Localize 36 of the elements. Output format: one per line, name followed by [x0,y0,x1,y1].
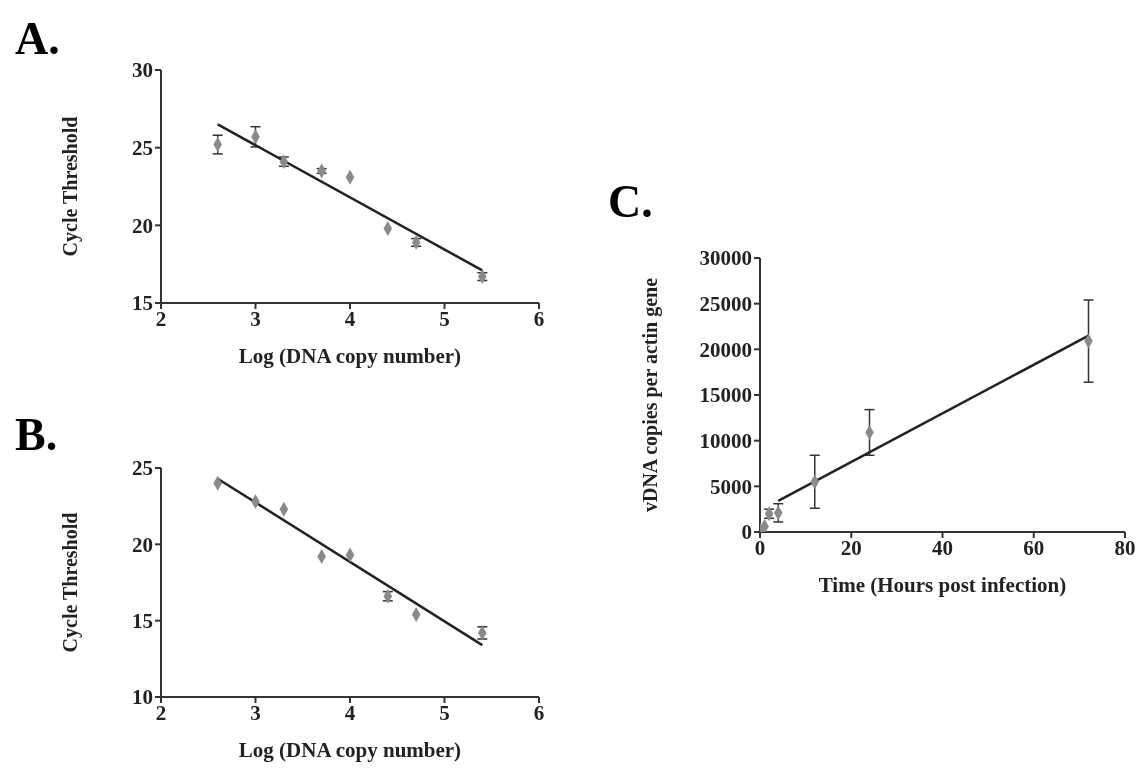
y-axis-title: Cycle Threshold [59,512,83,653]
y-axis-title: vDNA copies per actin gene [639,277,663,513]
y-tick-label: 5000 [710,474,752,499]
x-tick-label: 6 [533,306,545,331]
x-tick-label: 6 [533,700,545,725]
chart-title: B. [15,408,58,461]
y-axis-title: Cycle Threshold [59,116,83,257]
x-tick-label: 5 [439,700,450,725]
x-tick-label: 3 [250,700,261,725]
x-tick-label: 2 [155,306,167,331]
y-tick-label: 15 [132,291,153,316]
y-tick-label: 10000 [699,429,752,454]
x-tick-label: 40 [932,535,953,560]
y-tick-label: 25000 [699,292,752,317]
chart-title: A. [15,12,60,65]
x-tick-label: 60 [1023,535,1045,560]
x-tick-label: 80 [1114,535,1136,560]
y-tick-label: 30 [132,58,153,83]
y-tick-label: 30000 [699,246,752,271]
y-tick-label: 20 [132,213,153,238]
x-tick-label: 20 [840,535,862,560]
y-tick-label: 15000 [699,383,752,408]
y-tick-label: 20000 [699,337,752,362]
y-tick-label: 25 [132,136,153,161]
y-tick-label: 15 [132,609,153,634]
y-tick-label: 10 [132,685,153,710]
chart-title: C. [608,175,653,228]
y-tick-label: 25 [132,456,153,481]
x-axis-title: Log (DNA copy number) [238,738,462,762]
x-tick-label: 4 [344,306,356,331]
x-tick-label: 4 [344,700,356,725]
x-tick-label: 3 [250,306,261,331]
x-axis-title: Log (DNA copy number) [238,344,462,368]
x-tick-label: 2 [155,700,167,725]
x-tick-label: 5 [439,306,450,331]
x-axis-title: Time (Hours post infection) [818,573,1067,597]
